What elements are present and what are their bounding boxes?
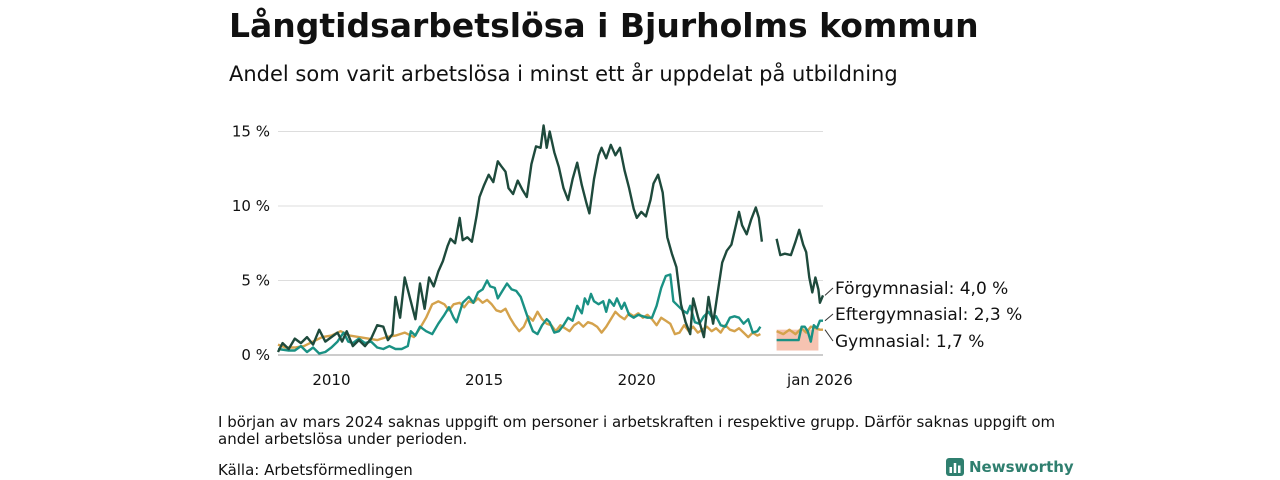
axes: 0 % 5 % 10 % 15 % 2010 2015 2020 jan 2026 <box>232 122 853 389</box>
series-line-gymnasial <box>277 297 761 349</box>
y-tick-label: 10 % <box>232 197 270 215</box>
y-tick-label: 15 % <box>232 122 270 140</box>
label-leader-line <box>824 329 834 342</box>
series-line-eftergymnasial <box>776 319 823 343</box>
chart-subtitle: Andel som varit arbetslösa i minst ett å… <box>229 62 898 86</box>
y-tick-label: 5 % <box>241 271 270 289</box>
x-tick-label: 2020 <box>618 371 656 389</box>
bar-chart-icon <box>946 458 964 476</box>
brand-name: Newsworthy <box>969 458 1074 476</box>
y-tick-label: 0 % <box>241 346 270 364</box>
series-line-forgymnasial <box>775 228 825 304</box>
source-text: Källa: Arbetsförmedlingen <box>218 461 413 479</box>
x-tick-label: 2015 <box>465 371 503 389</box>
series-end-label-forgymnasial: Förgymnasial: 4,0 % <box>835 279 1008 299</box>
series-end-label-gymnasial: Gymnasial: 1,7 % <box>835 332 984 352</box>
series-end-label-eftergymnasial: Eftergymnasial: 2,3 % <box>835 305 1022 325</box>
x-tick-label: 2010 <box>312 371 350 389</box>
chart-title: Långtidsarbetslösa i Bjurholms kommun <box>229 6 979 45</box>
brand-logo[interactable]: Newsworthy <box>946 458 1074 476</box>
footnote: I början av mars 2024 saknas uppgift om … <box>218 413 1056 448</box>
series-line-eftergymnasial <box>277 273 762 355</box>
label-leader-line <box>824 287 834 296</box>
series-line-forgymnasial <box>276 124 764 353</box>
x-tick-label: jan 2026 <box>786 371 853 389</box>
series-lines <box>276 124 825 355</box>
label-leader-line <box>824 313 834 322</box>
series-end-labels: Förgymnasial: 4,0 % Eftergymnasial: 2,3 %… <box>824 279 1022 352</box>
